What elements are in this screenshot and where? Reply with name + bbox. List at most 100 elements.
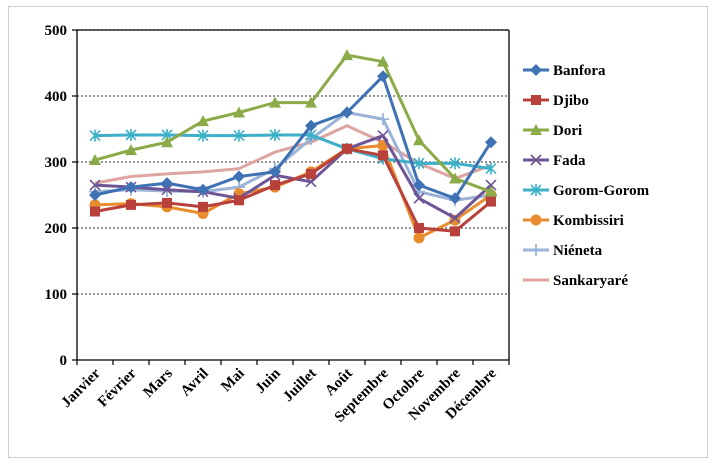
data-point — [341, 49, 353, 61]
x-tick-label: Janvier — [58, 365, 104, 411]
series-Dori — [89, 49, 497, 197]
data-point — [198, 201, 208, 212]
y-tick-label: 200 — [45, 221, 68, 237]
legend-label: Niéneta — [553, 243, 603, 259]
x-tick-label: Juin — [252, 365, 284, 397]
data-point — [269, 96, 281, 108]
data-point — [270, 180, 280, 191]
data-point — [485, 185, 497, 197]
data-point — [377, 130, 389, 142]
data-point — [269, 165, 281, 178]
data-point — [126, 199, 136, 210]
data-point — [485, 136, 497, 149]
data-point — [197, 183, 209, 196]
x-tick-label: Avril — [178, 366, 212, 400]
series-Gorom-Gorom — [89, 128, 497, 175]
legend-label: Djibo — [553, 93, 589, 109]
data-point — [485, 162, 497, 175]
data-point — [377, 55, 389, 67]
data-point — [413, 232, 425, 244]
legend-label: Banfora — [553, 63, 606, 79]
series-lines — [89, 49, 497, 244]
data-point — [486, 196, 496, 207]
y-tick-label: 0 — [60, 353, 68, 369]
legend-item: Sankaryaré — [523, 273, 628, 289]
data-point — [269, 128, 281, 141]
data-point — [125, 128, 137, 141]
legend-marker — [530, 244, 542, 256]
data-point — [197, 115, 209, 127]
legend-marker — [530, 154, 542, 166]
data-point — [161, 136, 173, 148]
data-point — [89, 129, 101, 142]
series-line — [94, 74, 493, 200]
legend-label: Fada — [553, 153, 586, 169]
data-point — [125, 144, 137, 156]
legend-label: Sankaryaré — [553, 273, 628, 289]
data-point — [233, 129, 245, 142]
data-point — [449, 172, 461, 184]
data-point — [306, 168, 316, 179]
data-point — [125, 181, 137, 194]
x-tick-label: Juillet — [280, 366, 320, 406]
data-point — [378, 150, 388, 161]
data-point — [485, 179, 497, 191]
data-point — [197, 129, 209, 142]
data-point — [305, 96, 317, 108]
data-point — [413, 192, 425, 204]
x-tick-label: Février — [95, 365, 140, 410]
series-Djibo — [90, 143, 496, 237]
legend-item: Gorom-Gorom — [523, 183, 650, 199]
series-line — [94, 111, 492, 202]
y-tick-label: 300 — [45, 155, 68, 171]
data-point — [305, 119, 317, 132]
y-tick-label: 100 — [45, 287, 68, 303]
legend-label: Gorom-Gorom — [553, 183, 650, 199]
y-tick-label: 400 — [45, 89, 68, 105]
x-tick-label: Mai — [218, 366, 248, 396]
data-point — [342, 143, 352, 154]
legend-marker — [530, 64, 542, 76]
legend-label: Dori — [553, 123, 582, 139]
legend-marker — [530, 214, 542, 226]
data-point — [414, 223, 424, 233]
data-point — [162, 197, 172, 208]
data-point — [233, 170, 245, 183]
chart-frame — [8, 6, 708, 458]
data-point — [377, 113, 389, 126]
data-point — [89, 179, 101, 191]
series-line — [94, 133, 492, 171]
data-point — [233, 106, 245, 118]
data-point — [450, 226, 460, 237]
legend: Banfora Djibo Dori Fada Gorom-Gorom Kombissir… — [523, 63, 650, 289]
series-line — [94, 53, 492, 194]
data-point — [413, 179, 425, 192]
legend-item: Fada — [523, 153, 586, 169]
data-point — [234, 195, 244, 206]
data-point — [89, 189, 101, 201]
data-point — [413, 157, 425, 170]
legend-marker — [531, 95, 541, 105]
legend-marker — [530, 124, 542, 135]
legend-label: Kombissiri — [553, 213, 624, 229]
data-point — [161, 184, 173, 196]
legend-item: Niéneta — [523, 243, 603, 259]
legend-item: Djibo — [523, 93, 589, 109]
data-point — [341, 106, 353, 119]
data-point — [90, 206, 100, 217]
data-point — [89, 154, 101, 166]
legend-marker — [530, 184, 542, 196]
data-point — [413, 134, 425, 146]
axes — [72, 29, 510, 365]
data-point — [449, 157, 461, 170]
data-point — [161, 177, 173, 190]
series-line — [94, 147, 492, 233]
data-point — [449, 212, 461, 224]
series-Banfora — [89, 70, 497, 205]
legend-item: Banfora — [523, 63, 606, 79]
x-tick-label: Mars — [140, 365, 176, 401]
y-tick-labels: 0 100 200 300 400 500 — [45, 23, 68, 369]
legend-item: Dori — [523, 123, 582, 139]
